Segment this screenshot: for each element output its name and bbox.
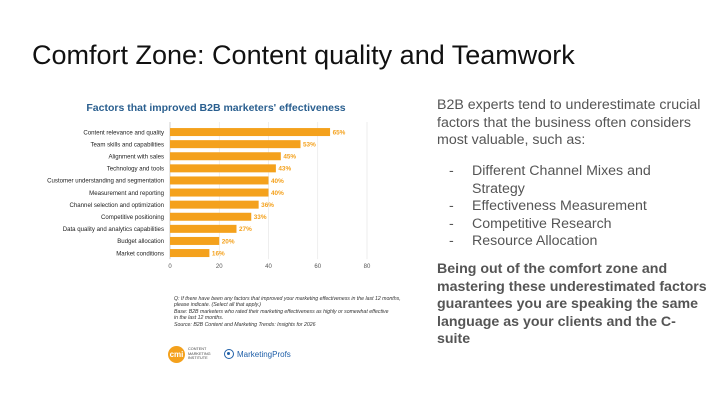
list-item-text: Resource Allocation	[472, 233, 598, 249]
list-item-text: Competitive Research	[472, 215, 612, 232]
x-tick-label: 20	[216, 264, 223, 270]
category-label: Data quality and analytics capabilities	[63, 226, 164, 233]
bar	[170, 140, 301, 149]
x-tick-label: 60	[314, 264, 321, 270]
bar	[170, 200, 259, 209]
factor-list: - Different Channel Mixes and Strategy - E…	[437, 163, 707, 251]
category-label: Budget allocation	[117, 238, 164, 245]
bar-value-label: 40%	[271, 190, 284, 197]
category-label: Alignment with sales	[108, 153, 164, 160]
footnote-line: Source: B2B Content and Marketing Trends…	[174, 321, 316, 328]
footnote-line: please indicate. (Select all that apply.…	[174, 302, 261, 309]
category-label: Technology and tools	[107, 166, 164, 173]
bullet-marker: -	[449, 198, 454, 214]
chart-figure: Factors that improved B2B marketers' eff…	[28, 90, 404, 370]
marketingprofs-logo: MarketingProfs	[224, 349, 291, 359]
category-label: Content relevance and quality	[83, 129, 165, 136]
x-tick-label: 80	[364, 264, 371, 270]
bar-value-label: 27%	[239, 226, 252, 233]
category-label: Customer understanding and segmentation	[47, 178, 164, 185]
cmi-logo-icon: cmi	[168, 345, 185, 363]
marketingprofs-logo-icon	[224, 349, 234, 359]
chart-footnote: Q: If there have been any factors that i…	[174, 296, 414, 328]
bar-value-label: 43%	[278, 166, 291, 173]
slide-title: Comfort Zone: Content quality and Teamwo…	[32, 40, 575, 70]
footnote-line: in the last 12 months.	[174, 315, 224, 322]
bar	[170, 188, 269, 197]
bar	[170, 212, 252, 221]
x-tick-label: 40	[265, 264, 272, 270]
bar-value-label: 33%	[254, 214, 267, 221]
bullet-marker: -	[449, 163, 454, 179]
list-item-text: Different Channel Mixes and Strategy	[472, 163, 651, 197]
intro-text: B2B experts tend to underestimate crucia…	[437, 97, 701, 148]
category-label: Channel selection and optimization	[69, 202, 164, 209]
bar-value-label: 40%	[271, 178, 284, 185]
marketingprofs-logo-text: MarketingProfs	[237, 349, 291, 359]
logos: cmi CONTENT MARKETING INSTITUTE Marketin…	[168, 344, 291, 364]
bar-value-label: 20%	[222, 238, 235, 245]
footnote-line: Q: If there have been any factors that i…	[174, 296, 401, 302]
cmi-logo-text: CONTENT MARKETING INSTITUTE	[188, 347, 211, 361]
bar-value-label: 45%	[283, 154, 296, 161]
bar	[170, 128, 331, 137]
list-item: - Competitive Research	[437, 216, 707, 234]
bullet-marker: -	[449, 233, 454, 249]
bar	[170, 152, 281, 161]
category-label: Measurement and reporting	[89, 190, 164, 197]
x-tick-label: 0	[168, 264, 172, 270]
bar-value-label: 65%	[333, 129, 346, 136]
bar-chart: 0 20 40 60 80 Content relevance and quality 65…	[47, 122, 371, 270]
category-label: Competitive positioning	[101, 214, 164, 221]
bar-value-label: 16%	[212, 250, 225, 257]
category-label: Market conditions	[116, 250, 164, 257]
bullet-marker: -	[449, 215, 454, 232]
bar	[170, 249, 210, 258]
list-item: - Resource Allocation	[437, 233, 707, 251]
category-label: Team skills and capabilities	[91, 141, 165, 148]
bar	[170, 224, 237, 233]
bar-value-label: 53%	[303, 141, 316, 148]
bar-value-label: 36%	[261, 202, 274, 209]
list-item: - Effectiveness Measurement	[437, 198, 707, 216]
bar	[170, 164, 276, 173]
cmi-logo: cmi CONTENT MARKETING INSTITUTE	[168, 345, 216, 363]
bar	[170, 176, 269, 185]
list-item: - Different Channel Mixes and Strategy	[437, 163, 707, 198]
chart-title: Factors that improved B2B marketers' eff…	[86, 102, 346, 114]
footnote-line: Base: B2B marketers who rated their mark…	[174, 308, 389, 315]
bar	[170, 236, 220, 245]
closing-statement: Being out of the comfort zone and master…	[437, 261, 707, 347]
list-item-text: Effectiveness Measurement	[472, 198, 647, 214]
